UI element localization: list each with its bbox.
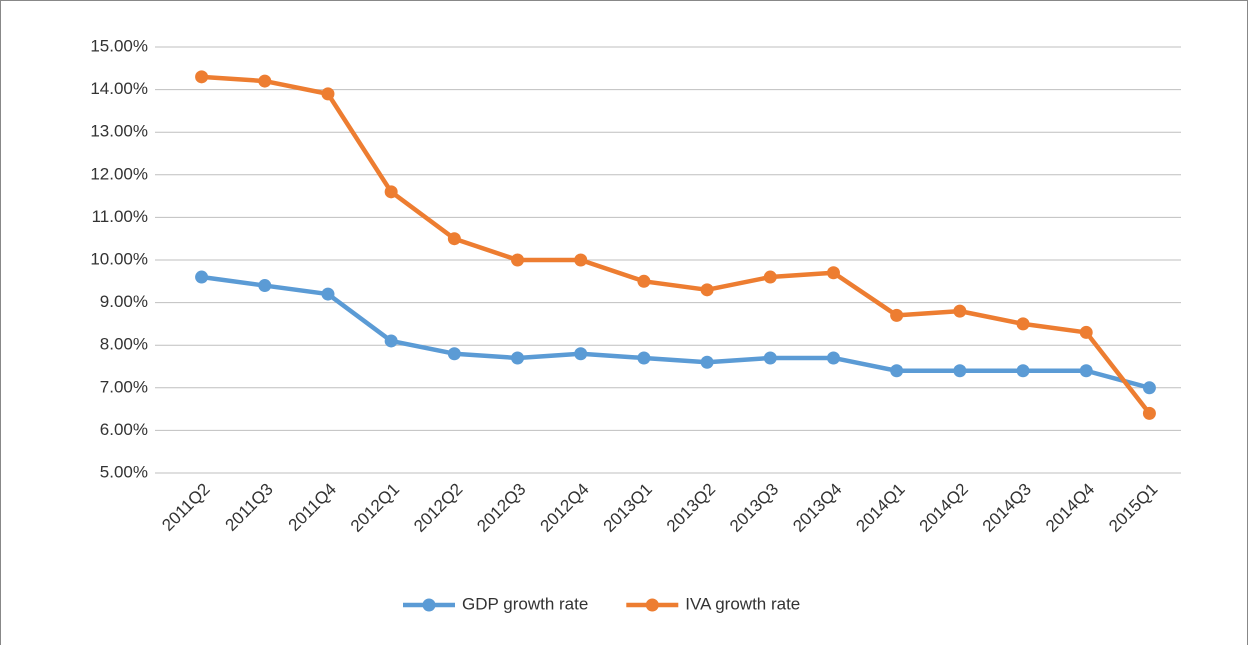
data-point xyxy=(637,351,651,365)
legend-marker xyxy=(422,598,436,612)
data-point xyxy=(953,364,967,378)
series-line xyxy=(201,274,1150,390)
data-point xyxy=(700,355,714,369)
data-point xyxy=(574,347,588,361)
y-tick-label: 11.00% xyxy=(92,207,148,226)
y-tick-label: 9.00% xyxy=(100,292,148,311)
data-point xyxy=(384,334,398,348)
y-tick-label: 8.00% xyxy=(100,335,148,354)
y-tick-label: 13.00% xyxy=(90,122,148,141)
series-line xyxy=(201,74,1152,415)
data-point xyxy=(890,308,904,322)
y-tick-label: 12.00% xyxy=(90,164,148,183)
legend-marker xyxy=(645,598,659,612)
data-point xyxy=(763,351,777,365)
data-point xyxy=(700,283,714,297)
data-point xyxy=(826,351,840,365)
data-point xyxy=(384,185,398,199)
data-point xyxy=(258,74,272,88)
y-tick-label: 14.00% xyxy=(90,79,148,98)
data-point xyxy=(1079,325,1093,339)
data-point xyxy=(1142,406,1156,420)
data-point xyxy=(511,351,525,365)
data-point xyxy=(447,232,461,246)
y-tick-label: 5.00% xyxy=(100,462,148,481)
data-point xyxy=(953,304,967,318)
data-point xyxy=(574,253,588,267)
data-point xyxy=(321,287,335,301)
data-point xyxy=(1079,364,1093,378)
y-tick-label: 15.00% xyxy=(90,36,148,55)
legend-label: GDP growth rate xyxy=(462,594,588,613)
data-point xyxy=(637,274,651,288)
data-point xyxy=(1142,381,1156,395)
data-point xyxy=(1016,364,1030,378)
y-tick-label: 10.00% xyxy=(90,249,148,268)
legend: GDP growth rate IVA growth rate xyxy=(403,594,800,613)
data-point xyxy=(826,266,840,280)
data-point xyxy=(511,253,525,267)
data-point xyxy=(195,70,209,84)
y-tick-label: 7.00% xyxy=(100,377,148,396)
data-point xyxy=(195,270,209,284)
data-point xyxy=(890,364,904,378)
legend-label: IVA growth rate xyxy=(685,594,800,613)
data-point xyxy=(763,270,777,284)
y-tick-label: 6.00% xyxy=(100,420,148,439)
data-point xyxy=(447,347,461,361)
data-point xyxy=(258,279,272,293)
data-point xyxy=(321,87,335,101)
data-point xyxy=(1016,317,1030,331)
